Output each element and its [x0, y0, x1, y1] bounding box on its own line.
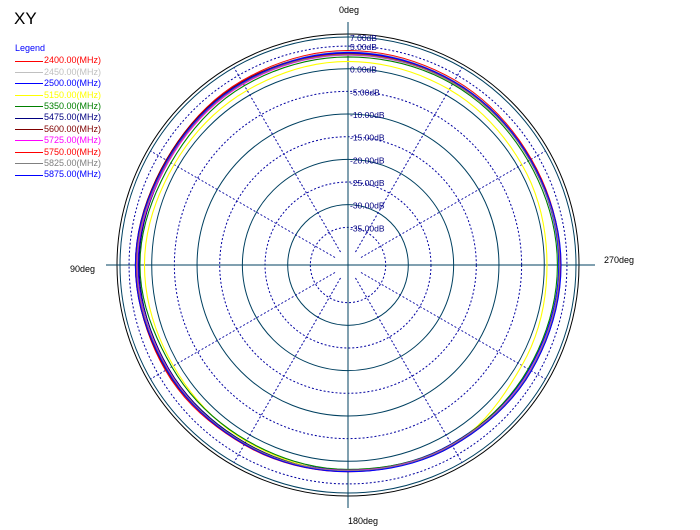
- angle-label-top: 0deg: [339, 5, 359, 15]
- radial-tick-label-4: -10.00dB: [350, 110, 385, 120]
- legend-swatch: [15, 106, 43, 108]
- legend: Legend 2400.00(MHz) 2450.00(MHz) 2500.00(M…: [15, 43, 101, 181]
- grid-spoke: [360, 272, 546, 380]
- grid-spoke: [233, 67, 341, 253]
- legend-label: 5825.00(MHz): [44, 157, 102, 168]
- legend-item: 2400.00(MHz): [15, 55, 101, 66]
- legend-label: 2400.00(MHz): [44, 55, 102, 66]
- legend-swatch: [15, 117, 43, 119]
- radial-tick-label-3: -5.00dB: [350, 87, 380, 97]
- legend-item: 2500.00(MHz): [15, 78, 101, 89]
- legend-title: Legend: [15, 43, 46, 53]
- legend-label: 2500.00(MHz): [44, 78, 102, 89]
- series-line-10: [134, 52, 562, 473]
- grid-spoke: [233, 277, 341, 463]
- legend-label: 5725.00(MHz): [44, 135, 102, 146]
- angle-label-right: 270deg: [604, 255, 634, 265]
- legend-label: 2450.00(MHz): [44, 66, 102, 77]
- polar-grid: [106, 22, 595, 508]
- legend-swatch: [15, 128, 43, 130]
- series-lines: [134, 50, 562, 473]
- legend-item: 5875.00(MHz): [15, 169, 101, 180]
- legend-item: 5150.00(MHz): [15, 90, 101, 101]
- legend-swatch: [15, 174, 43, 176]
- angle-label-bottom: 180deg: [348, 516, 378, 526]
- legend-item: 5725.00(MHz): [15, 135, 101, 146]
- legend-label: 5600.00(MHz): [44, 123, 102, 134]
- legend-item: 5825.00(MHz): [15, 158, 101, 169]
- legend-label: 5750.00(MHz): [44, 146, 102, 157]
- legend-swatch: [15, 71, 43, 73]
- page-title: XY: [14, 9, 37, 28]
- legend-item: 5350.00(MHz): [15, 101, 101, 112]
- radial-tick-label-0: 7.00dB: [350, 33, 377, 43]
- legend-item: 5475.00(MHz): [15, 112, 101, 123]
- legend-label: 5475.00(MHz): [44, 112, 102, 123]
- legend-swatch: [15, 151, 43, 153]
- radial-tick-label-5: -15.00dB: [350, 133, 385, 143]
- radial-tick-label-9: -35.00dB: [350, 223, 385, 233]
- radial-tick-label-2: 0.00dB: [350, 65, 377, 75]
- series-line-4: [139, 56, 558, 470]
- legend-label: 5350.00(MHz): [44, 100, 102, 111]
- radial-tick-label-8: -30.00dB: [350, 201, 385, 211]
- radial-tick-label-1: 5.00dB: [350, 42, 377, 52]
- radial-tick-label-6: -20.00dB: [350, 155, 385, 165]
- legend-label: 5150.00(MHz): [44, 89, 102, 100]
- grid-spoke: [150, 150, 336, 258]
- series-line-3: [143, 60, 548, 472]
- legend-label: 5875.00(MHz): [44, 169, 102, 180]
- series-line-9: [136, 54, 561, 472]
- legend-swatch: [15, 83, 43, 85]
- grid-spoke: [355, 277, 463, 463]
- legend-item: 5750.00(MHz): [15, 147, 101, 158]
- angle-label-left: 90deg: [70, 264, 95, 274]
- legend-item: 2450.00(MHz): [15, 67, 101, 78]
- legend-swatch: [15, 163, 43, 165]
- legend-swatch: [15, 94, 43, 96]
- legend-items: 2400.00(MHz) 2450.00(MHz) 2500.00(MHz) 5150…: [15, 55, 101, 180]
- grid-spoke: [150, 272, 336, 380]
- legend-item: 5600.00(MHz): [15, 124, 101, 135]
- legend-swatch: [15, 140, 43, 142]
- grid-spoke: [355, 67, 463, 253]
- legend-swatch: [15, 60, 43, 62]
- grid-spoke: [360, 150, 546, 258]
- radial-tick-label-7: -25.00dB: [350, 178, 385, 188]
